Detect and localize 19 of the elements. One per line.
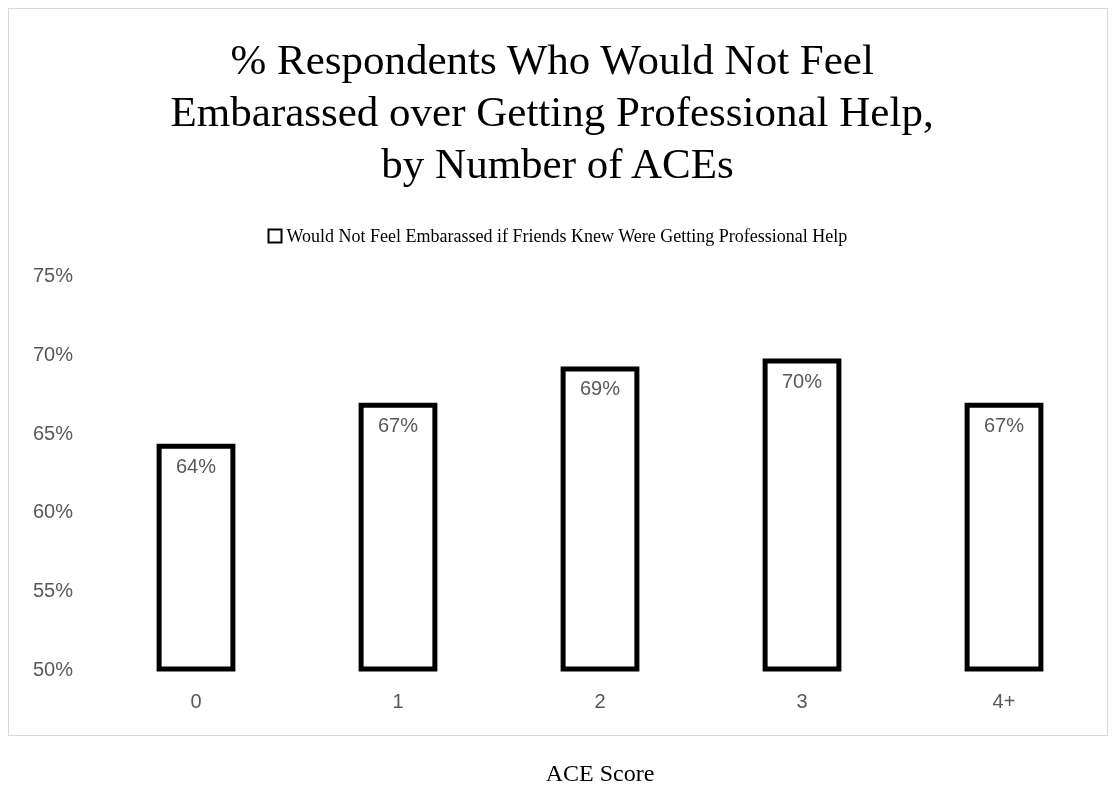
chart-title: % Respondents Who Would Not Feel Embarassed over Getting Professional Help, by Number of ACEs — [170, 35, 945, 187]
x-tick-label: 4+ — [992, 690, 1016, 712]
data-label: 64% — [175, 454, 217, 477]
legend-label: Would Not Feel Embarassed if Friends Knew Were Getting Professional Help — [286, 226, 848, 246]
y-tick-label: 60% — [32, 500, 74, 523]
data-label: 67% — [377, 413, 419, 436]
y-tick-label: 55% — [32, 579, 74, 602]
y-tick-label: 50% — [32, 658, 74, 680]
y-tick-label: 65% — [32, 421, 74, 444]
x-tick-label: 2 — [594, 690, 606, 712]
data-label: 69% — [579, 377, 621, 400]
data-label: 67% — [983, 413, 1025, 436]
y-tick-label: 75% — [32, 264, 74, 286]
x-tick-label: 3 — [796, 690, 808, 712]
x-axis-title: ACE Score — [545, 760, 655, 786]
y-tick-label: 70% — [32, 342, 74, 365]
data-label: 70% — [781, 369, 823, 392]
x-tick-label: 0 — [190, 690, 202, 712]
x-tick-label: 1 — [392, 690, 404, 712]
